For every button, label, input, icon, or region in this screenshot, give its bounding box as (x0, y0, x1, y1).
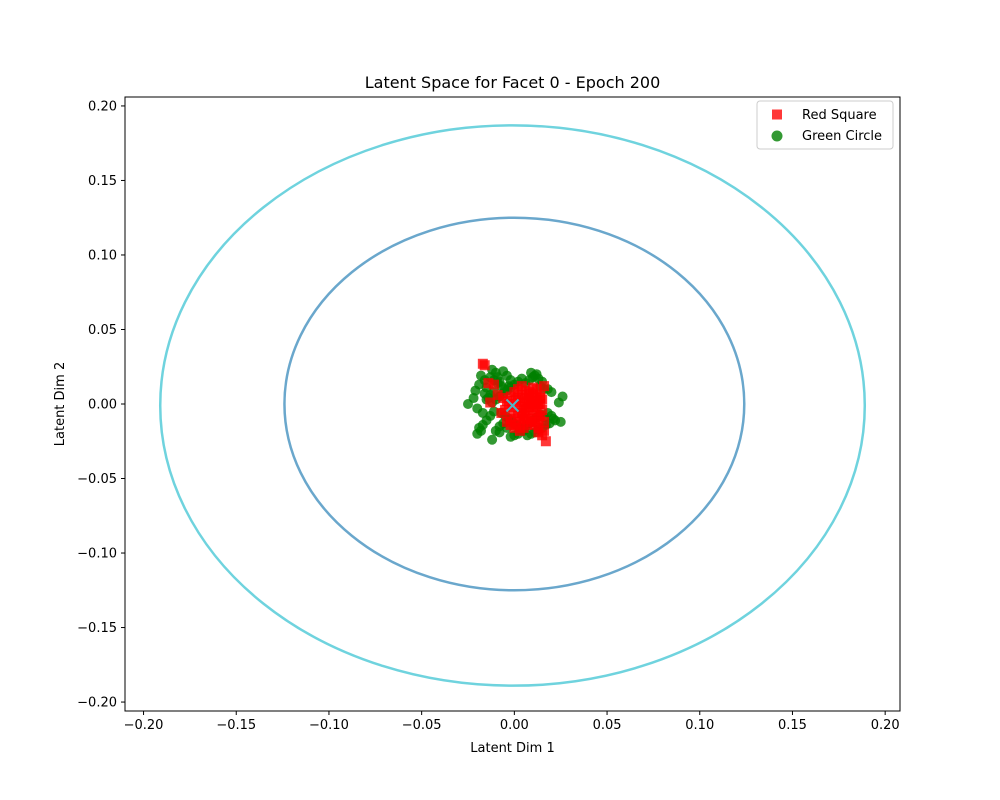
plot-area (124, 96, 901, 712)
x-axis-label: Latent Dim 1 (470, 741, 554, 756)
x-tick-label: −0.10 (309, 718, 349, 733)
red-square-point (540, 436, 551, 447)
red-square-point (535, 399, 546, 409)
red-square-point (537, 404, 548, 415)
green-circle-point (490, 425, 501, 436)
x-tick-label: −0.05 (402, 718, 442, 733)
y-tick-label: 0.15 (88, 174, 117, 189)
green-circle-point (487, 434, 498, 445)
legend: Red Square Green Circle (756, 100, 894, 150)
legend-marker-green-circle (771, 130, 783, 142)
x-tick-label: −0.20 (124, 718, 164, 733)
red-square-point (488, 379, 499, 390)
y-tick-label: −0.10 (77, 547, 117, 562)
red-square-point (505, 419, 516, 430)
red-square-point (479, 360, 490, 371)
y-axis-label: Latent Dim 2 (53, 362, 68, 446)
y-tick-label: 0.10 (88, 248, 117, 263)
outer-ellipse (158, 124, 867, 687)
x-tick-label: 0.15 (778, 718, 807, 733)
y-tick-label: −0.15 (77, 621, 117, 636)
red-square-point (516, 401, 527, 412)
legend-box (756, 100, 894, 150)
y-tick-label: 0.05 (88, 323, 117, 338)
center-marker-layer (505, 398, 520, 413)
x-tick-label: −0.15 (216, 718, 256, 733)
center-x-marker (505, 398, 520, 413)
red-square-point (535, 393, 546, 404)
y-tick-label: 0.00 (88, 398, 117, 413)
red-square-point (520, 413, 531, 424)
y-tick-label: −0.05 (77, 472, 117, 487)
x-tick-label: 0.05 (593, 718, 622, 733)
x-tick-label: 0.10 (685, 718, 714, 733)
red-square-point (492, 390, 503, 401)
red-square-point (539, 416, 550, 427)
x-tick-label: 0.00 (500, 718, 529, 733)
x-axis: −0.20 −0.15 −0.10 −0.05 0.00 0.05 0.10 0.15 0.20 (124, 711, 900, 733)
legend-label-red-square: Red Square (802, 108, 877, 123)
legend-label-green-circle: Green Circle (802, 129, 882, 144)
center-x-stroke (505, 398, 520, 413)
green-circle-point (557, 391, 568, 402)
y-axis: −0.20 −0.15 −0.10 −0.05 0.00 0.05 0.10 0.15 0.20 (77, 99, 125, 711)
chart-title: Latent Space for Facet 0 - Epoch 200 (365, 73, 661, 92)
red-square-point (539, 425, 550, 436)
y-tick-label: −0.20 (77, 696, 117, 711)
y-tick-label: 0.20 (88, 99, 117, 114)
red-square-point (514, 425, 525, 436)
legend-marker-red-square (772, 109, 782, 120)
ellipses-layer (158, 124, 867, 687)
red-square-point (539, 381, 550, 392)
red-square-point (485, 397, 496, 408)
red-square-point (496, 407, 507, 418)
x-tick-label: 0.20 (871, 718, 900, 733)
inner-ellipse (283, 216, 746, 592)
red-square-point (503, 399, 514, 409)
red-square-point (483, 378, 494, 389)
green-circle-point (475, 425, 486, 436)
